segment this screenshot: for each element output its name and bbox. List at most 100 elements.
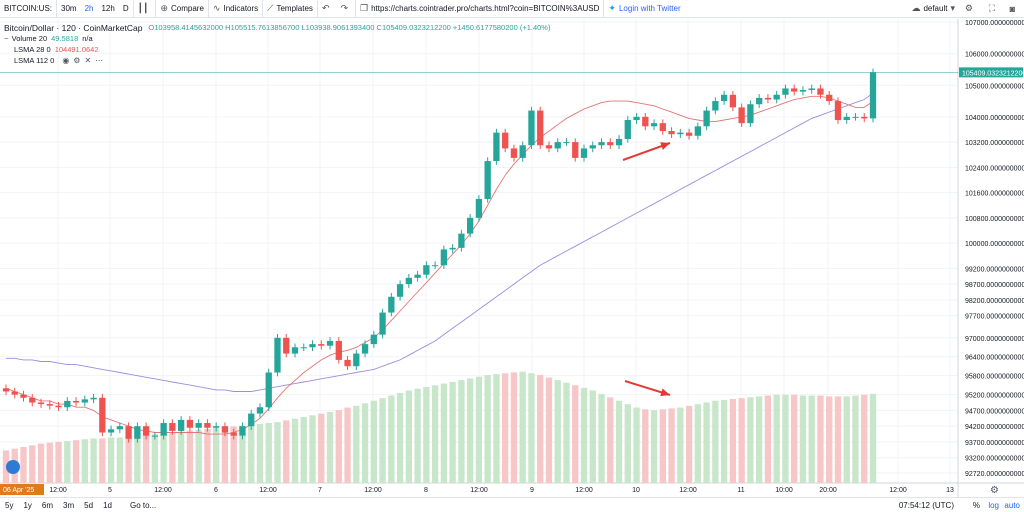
gear-icon[interactable]: ⚙ [73,56,81,65]
volume-bar [99,438,106,483]
axis-settings-icon[interactable]: ⚙ [990,485,999,496]
candle-body [186,419,194,428]
candle-body [283,337,290,354]
candle-body [624,120,631,139]
interval-12h[interactable]: 12h [97,0,118,18]
volume-bar [274,422,281,483]
volume-bar [458,380,465,483]
candle-body [204,423,211,428]
volume-bar [440,383,448,483]
range-5y[interactable]: 5y [5,500,14,510]
candle-body [615,138,623,146]
range-1d[interactable]: 1d [103,500,112,510]
x-tick-label: 12:00 [470,487,488,494]
x-tick-label: 12:00 [889,487,907,494]
range-6m[interactable]: 6m [41,500,54,510]
volume-bar [817,395,824,483]
candle-body [782,88,789,95]
volume-bar [615,400,623,483]
candle-body [861,116,868,119]
candle-body [554,142,561,149]
candle-body [11,391,18,395]
fullscreen-button[interactable]: ⛶ [985,0,1002,18]
auto-toggle[interactable]: auto [1004,500,1020,510]
templates-button[interactable]: ⟋ Templates [263,0,318,18]
login-twitter-button[interactable]: ✦ Login with Twitter [604,0,684,18]
candle-body [405,277,413,285]
more-icon[interactable]: ⋯ [95,56,104,65]
candle-body [90,397,97,400]
lsma-112-label: LSMA 112 0 [14,56,55,65]
y-tick-label: 104000.0000000000 [965,115,1024,122]
chart-style-button[interactable]: ┃┃ [134,0,157,18]
volume-bar [466,378,474,483]
range-3m[interactable]: 3m [63,500,75,510]
volume-bar [755,396,763,483]
volume-bar [204,429,211,483]
share-url[interactable]: ❐ https://charts.cointrader.pro/charts.ht… [356,0,605,18]
volume-bar [563,382,570,483]
candle-body [46,404,53,406]
volume-bar [318,413,325,483]
symbol-search[interactable]: BITCOIN:US: [0,0,58,18]
volume-bar [248,424,255,483]
volume-bar [537,375,544,483]
fullscreen-icon: ⛶ [988,3,995,13]
layout-selector[interactable]: ☁ default ▾ [907,0,962,18]
x-tick-label: 10:00 [775,487,793,494]
log-toggle[interactable]: log [988,500,999,510]
candle-body [817,88,824,95]
lsma-112-line [6,92,874,392]
percent-toggle[interactable]: % [972,500,980,510]
candle-body [291,347,299,354]
close-icon[interactable]: ✕ [84,56,92,65]
range-5d[interactable]: 5d [84,500,94,510]
volume-bar [738,398,745,483]
collapse-icon[interactable]: − [4,34,9,43]
screenshot-button[interactable]: ◙ [1006,0,1022,18]
lsma-28-line [5,95,874,435]
candle-body [195,423,202,428]
price-chart[interactable]: 107000.0000000000 106000.0000000000 105000… [0,0,1024,497]
x-tick-label: 06 Apr '25 [3,487,34,494]
volume-bar [81,439,88,483]
eye-icon[interactable]: ◉ [62,56,70,65]
volume-bar [72,440,80,483]
candles-icon: ┃┃ [137,3,149,13]
volume-bar [379,398,386,483]
candle-body [370,334,377,345]
x-tick-label: 20:00 [819,487,837,494]
volume-bar [256,423,264,483]
candle-body [423,265,430,275]
interval-30m[interactable]: 30m [57,0,81,18]
interval-2h[interactable]: 2h [81,0,98,18]
lsma-28-label: LSMA 28 0 [14,45,51,54]
volume-bar [791,394,798,483]
chevron-down-icon: ▾ [950,3,955,13]
candle-body [589,145,596,149]
volume-bar [160,433,167,483]
undo-icon: ↶ [321,3,330,13]
annotation-arrow-head [660,142,670,150]
volume-bar [773,394,780,483]
candle-body [852,116,859,118]
redo-button[interactable]: ↷ [336,0,357,18]
volume-bar [484,375,491,483]
candle-body [834,101,842,121]
interval-d[interactable]: D [119,0,134,18]
undo-button[interactable]: ↶ [318,0,337,18]
settings-button[interactable]: ⚙ [961,0,980,18]
range-1y[interactable]: 1y [23,500,32,510]
annotation-arrow-head [660,388,670,397]
utc-clock[interactable]: 07:54:12 (UTC) [898,500,954,510]
compare-button[interactable]: ⊕ Compare [156,0,209,18]
volume-bar [624,404,631,483]
candle-body [659,123,666,132]
candle-body [256,407,264,414]
x-tick-label: 6 [214,487,218,494]
volume-bar [703,402,710,483]
indicators-button[interactable]: ∿ Indicators [209,0,264,18]
volume-bar [370,400,377,483]
goto-button[interactable]: Go to... [129,500,157,510]
candle-body [537,110,544,146]
